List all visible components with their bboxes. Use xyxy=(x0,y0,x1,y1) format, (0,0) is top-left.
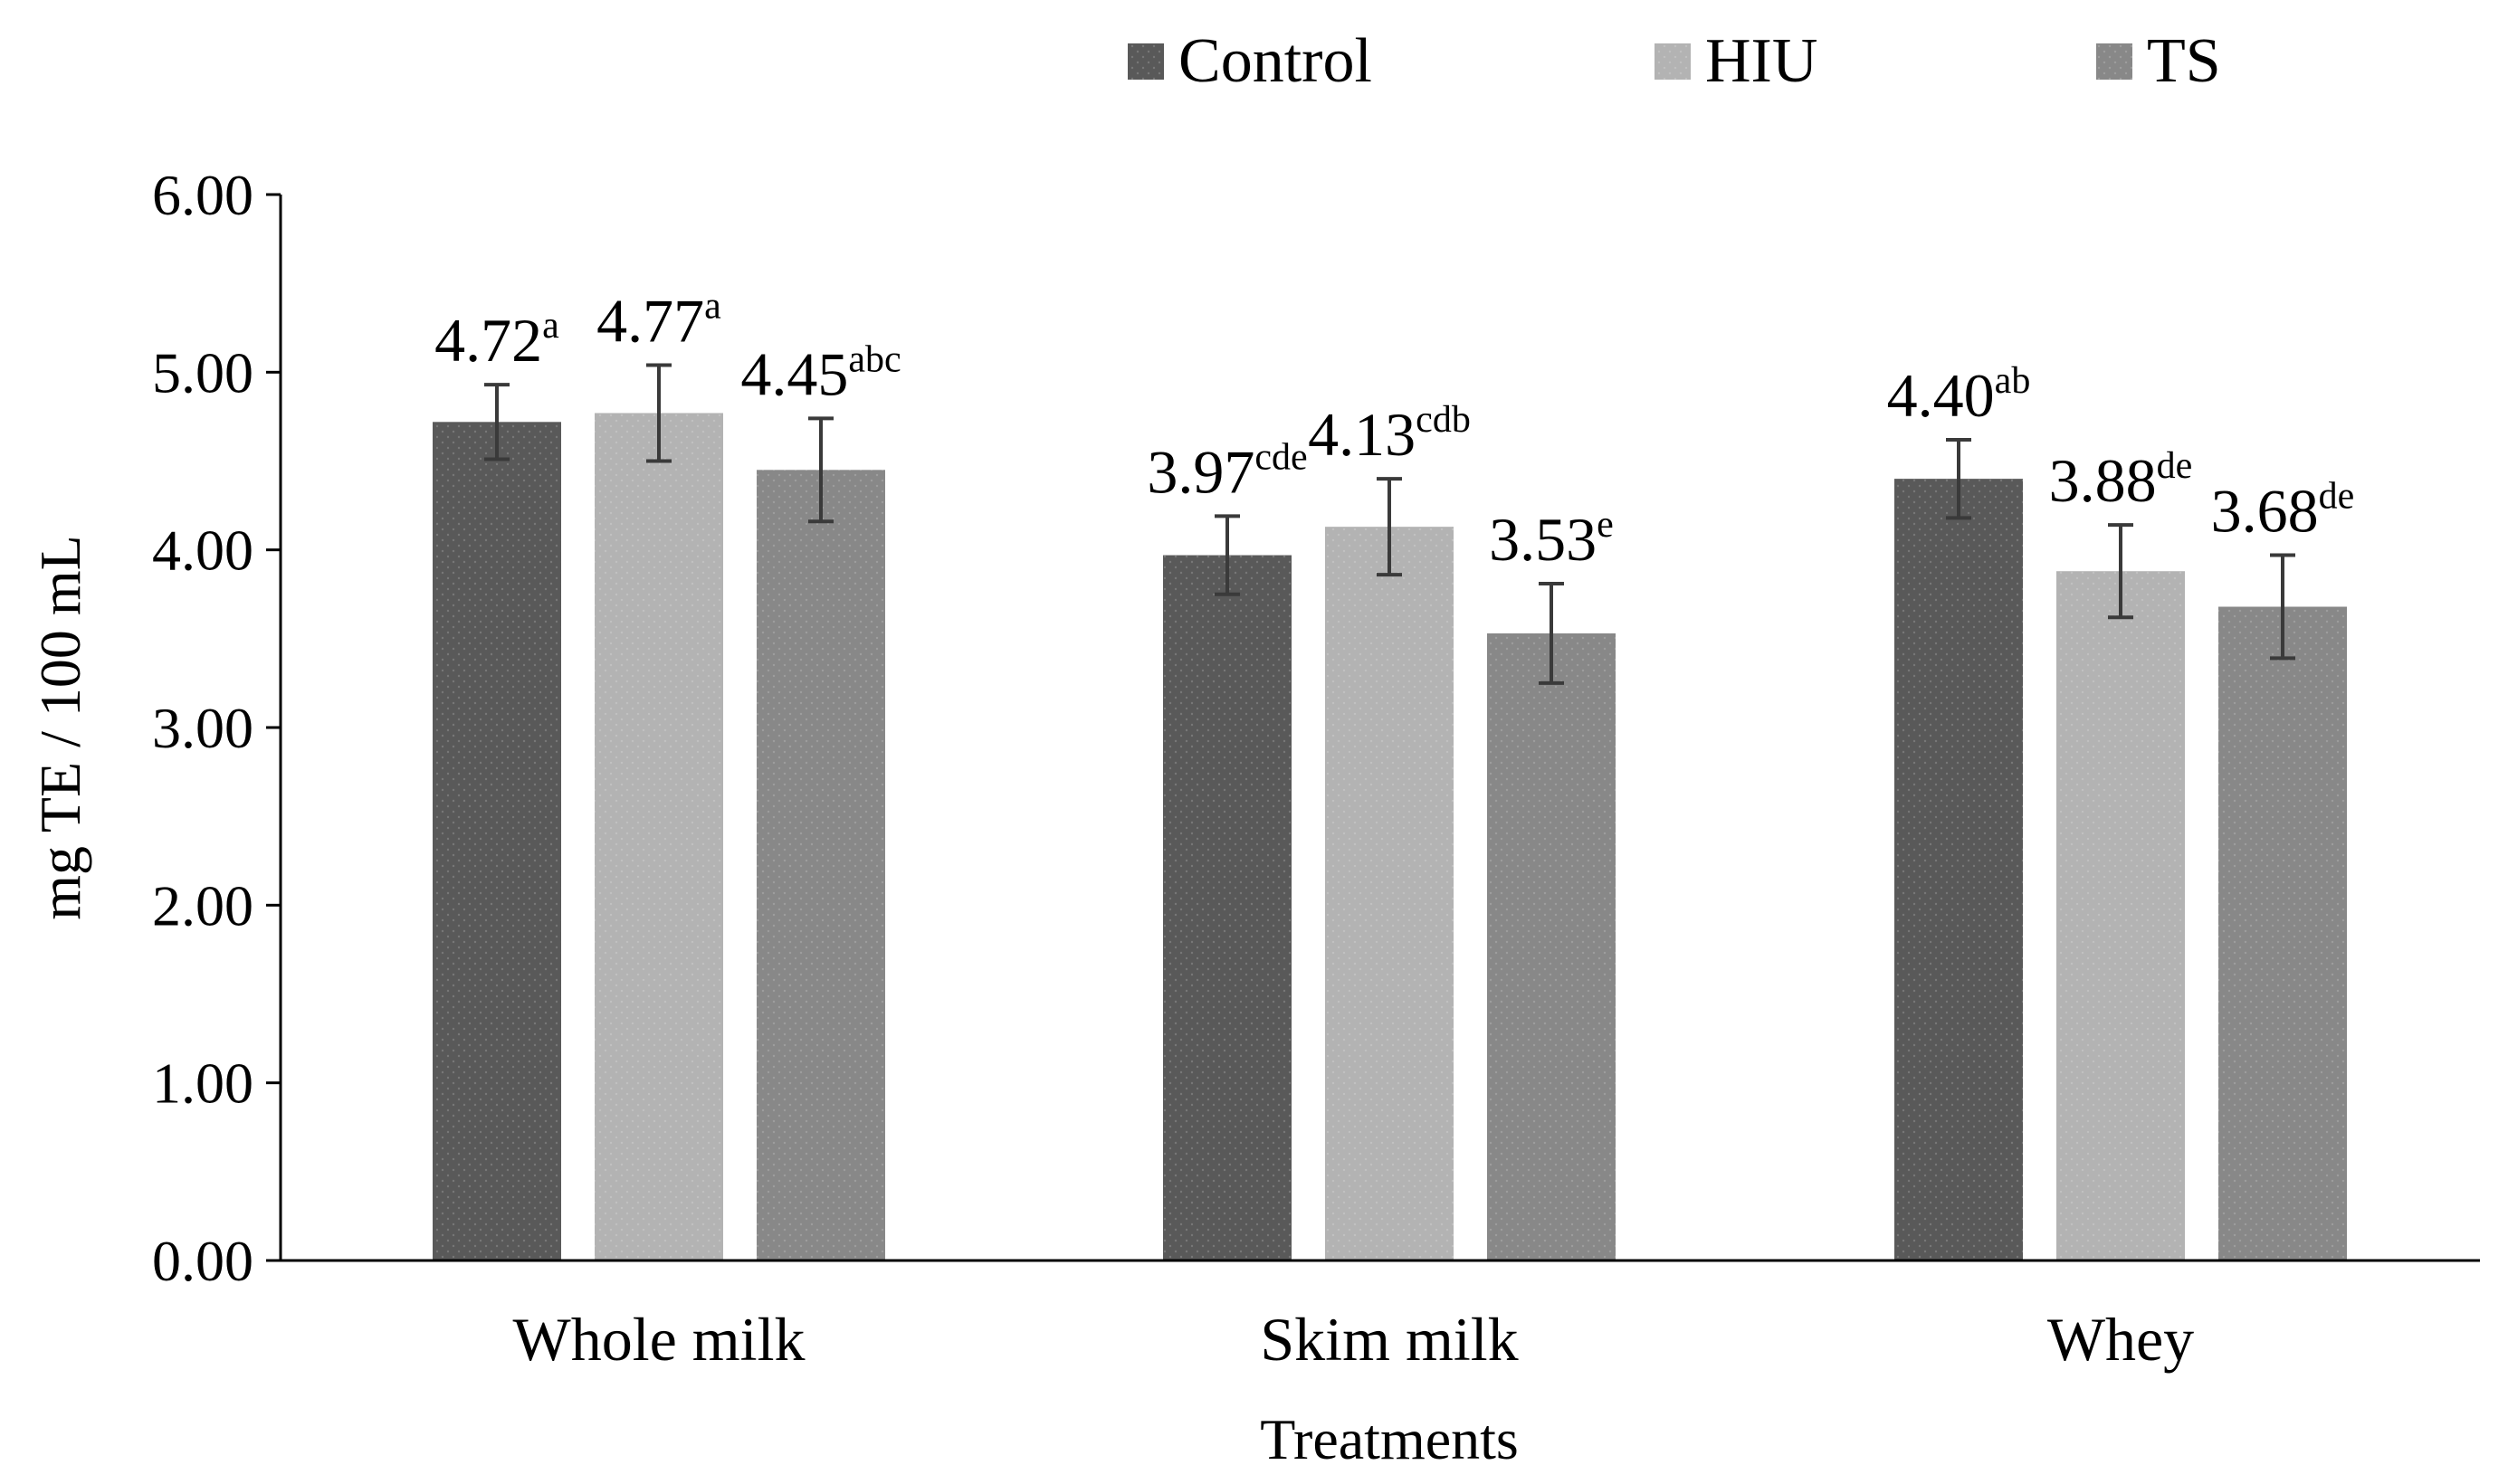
error-bar xyxy=(1539,581,1564,685)
data-labels: 4.72a 4.77a 4.45abc 3.97cde 4.13cdb 3.53e 4.40… xyxy=(434,285,2354,573)
error-bar xyxy=(808,416,834,524)
legend-label: TS xyxy=(2147,26,2221,96)
y-tick-label: 6.00 xyxy=(152,163,253,227)
error-bar xyxy=(646,363,672,463)
bars xyxy=(433,413,2347,1261)
x-tick-label: Whey xyxy=(2047,1305,2194,1374)
bar-hiu-1 xyxy=(1325,527,1454,1260)
legend-item-ts: TS xyxy=(2096,26,2221,96)
data-label: 3.97cde xyxy=(1147,436,1307,506)
bar-ts-2 xyxy=(2218,606,2347,1260)
bar-control-0 xyxy=(433,422,561,1261)
y-axis-title: mg TE / 100 mL xyxy=(28,535,92,919)
y-tick-label: 2.00 xyxy=(152,873,253,937)
legend-swatch xyxy=(2096,43,2132,80)
error-bars xyxy=(484,363,2295,685)
y-axis: 0.00 1.00 2.00 3.00 4.00 5.00 6.00 xyxy=(152,163,282,1293)
y-tick-label: 0.00 xyxy=(152,1229,253,1293)
y-tick-label: 3.00 xyxy=(152,696,253,760)
error-bar xyxy=(1377,477,1402,577)
y-tick-label: 4.00 xyxy=(152,518,253,583)
legend-label: HIU xyxy=(1705,26,1817,96)
error-bar xyxy=(484,383,510,461)
y-tick-label: 1.00 xyxy=(152,1051,253,1116)
data-label: 4.72a xyxy=(434,305,559,375)
legend-swatch xyxy=(1655,43,1691,80)
x-axis-title: Treatments xyxy=(1260,1407,1519,1471)
data-label: 3.53e xyxy=(1489,504,1614,574)
bar-ts-0 xyxy=(757,470,885,1260)
x-tick-label: Whole milk xyxy=(513,1305,806,1374)
data-label: 4.45abc xyxy=(740,338,901,408)
error-bar xyxy=(1946,437,1971,520)
bar-hiu-2 xyxy=(2056,571,2185,1260)
legend-label: Control xyxy=(1178,26,1372,96)
x-tick-label: Skim milk xyxy=(1260,1305,1518,1374)
legend: Control HIU TS xyxy=(1128,26,2221,96)
x-axis: Whole milk Skim milk Whey xyxy=(281,1259,2480,1374)
bar-control-2 xyxy=(1894,479,2023,1260)
bar-hiu-0 xyxy=(595,413,723,1260)
data-label: 3.68de xyxy=(2211,476,2355,546)
error-bar xyxy=(2270,553,2295,661)
y-tick-label: 5.00 xyxy=(152,340,253,404)
legend-swatch xyxy=(1128,43,1164,80)
data-label: 4.77a xyxy=(596,285,721,355)
error-bar xyxy=(2108,523,2133,620)
data-label: 4.40ab xyxy=(1887,360,2031,430)
data-label: 4.13cdb xyxy=(1308,399,1471,469)
bar-control-1 xyxy=(1163,555,1292,1260)
legend-item-control: Control xyxy=(1128,26,1372,96)
error-bar xyxy=(1215,514,1240,596)
bar-ts-1 xyxy=(1487,633,1616,1260)
data-label: 3.88de xyxy=(2049,445,2193,515)
legend-item-hiu: HIU xyxy=(1655,26,1817,96)
